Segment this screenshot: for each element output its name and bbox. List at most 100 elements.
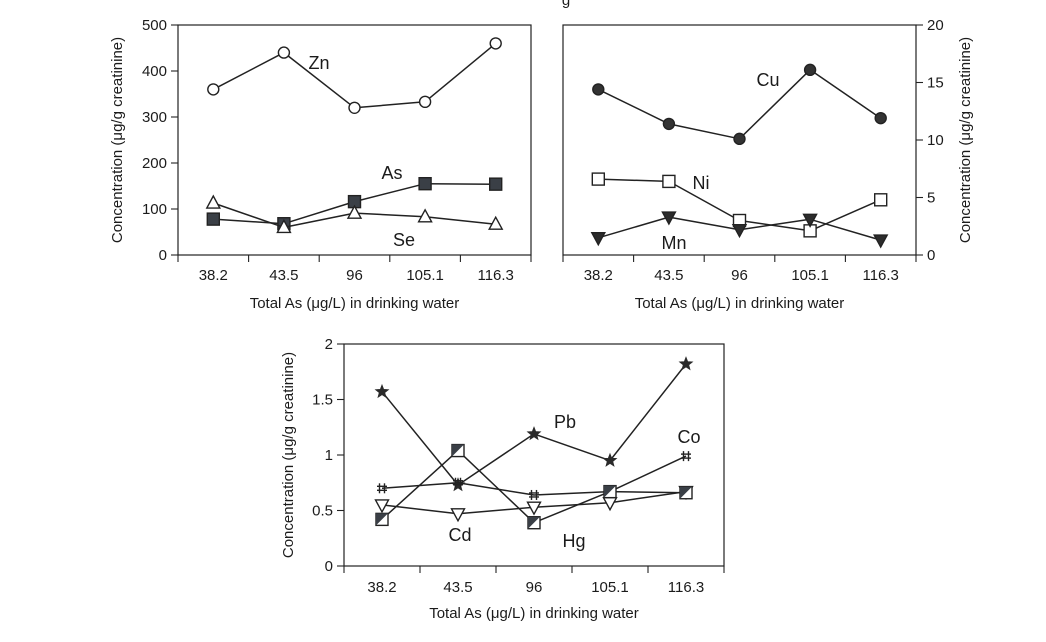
series-co: Co	[377, 427, 701, 500]
series-pb-point	[374, 383, 390, 399]
y-tick-label: 0	[927, 247, 935, 264]
x-tick-label: 116.3	[862, 267, 898, 284]
series-hg-point	[375, 512, 389, 527]
series-cu-point	[874, 111, 887, 125]
y-tick-label: 20	[927, 17, 944, 34]
series-ni-point	[874, 193, 888, 207]
x-tick-label: 105.1	[791, 267, 829, 284]
y-tick-label: 0	[159, 247, 167, 264]
x-tick-label: 43.5	[654, 267, 683, 284]
series-pb-point	[678, 356, 694, 371]
series-mn-label: Mn	[661, 233, 686, 253]
series-cu-line	[597, 69, 882, 140]
series-hg-point-fill	[376, 513, 388, 526]
series-zn: Zn	[207, 37, 502, 115]
y-tick-label: 5	[927, 190, 935, 207]
y-axis-title: Concentration (μg/g creatinine)	[957, 37, 974, 243]
y-tick-label: 300	[142, 109, 167, 126]
series-ni-point	[662, 174, 676, 189]
series-cd-point	[374, 499, 390, 514]
series-cd-point	[602, 497, 618, 512]
series-hg-point	[451, 443, 465, 458]
series-cd-label: Cd	[448, 525, 471, 545]
series-ni-point	[591, 172, 605, 186]
series-co-point	[529, 489, 539, 500]
plot-frame	[177, 24, 532, 256]
series-co-label: Co	[677, 427, 700, 447]
x-tick-label: 43.5	[443, 579, 472, 596]
series-hg-point-fill	[452, 444, 464, 457]
x-tick-label: 43.5	[269, 267, 298, 284]
series-se-point	[205, 194, 221, 209]
y-tick-label: 100	[142, 201, 167, 218]
series-mn: Mn	[590, 211, 889, 253]
series-hg-point-fill	[680, 486, 692, 499]
series-zn-point	[207, 83, 220, 96]
x-axis-title: Total As (μg/L) in drinking water	[635, 295, 845, 312]
series-pb-point	[602, 452, 618, 467]
series-cu-point	[803, 63, 817, 77]
series-hg-point	[603, 484, 617, 499]
series-co-point	[681, 451, 691, 462]
series-as-point	[489, 177, 503, 191]
series-co-point	[453, 477, 463, 488]
series-pb-label: Pb	[554, 412, 576, 432]
x-tick-label: 38.2	[367, 579, 396, 596]
series-cu-point	[592, 83, 605, 96]
series-hg: Hg	[375, 443, 693, 551]
x-tick-label: 105.1	[591, 579, 629, 596]
x-axis-title: Total As (μg/L) in drinking water	[429, 605, 639, 622]
chart-panel-top-right: 0 5 10 15 20 38.2 43.5 96 105.1 116.3 Total As (μg…	[562, 17, 974, 312]
series-as-point	[418, 176, 432, 191]
series-cu-label: Cu	[756, 70, 779, 90]
series-hg-point	[679, 486, 693, 500]
y-tick-label: 15	[927, 75, 944, 92]
x-tick-label: 116.3	[668, 579, 704, 596]
series-as-point	[206, 212, 221, 226]
series-hg-label: Hg	[562, 531, 585, 551]
series-cd-point	[450, 508, 466, 523]
series-co-line	[381, 455, 687, 496]
x-tick-label: 96	[731, 267, 748, 284]
x-tick-label: 96	[526, 579, 543, 596]
series-se: Se	[205, 194, 504, 250]
y-tick-label: 200	[142, 155, 167, 172]
x-tick-label: 38.2	[584, 267, 613, 284]
series-cu-point	[662, 117, 676, 131]
series-cu: Cu	[592, 63, 887, 146]
series-ni-label: Ni	[693, 173, 710, 193]
series-se-point	[346, 204, 363, 219]
series-hg-point-fill	[604, 485, 616, 498]
series-mn-point	[590, 232, 606, 247]
series-co-point	[377, 483, 387, 494]
x-tick-label: 116.3	[477, 267, 513, 284]
series-zn-point	[418, 95, 432, 109]
series-zn-label: Zn	[308, 53, 329, 73]
y-tick-label: 2	[325, 336, 333, 353]
series-zn-line	[212, 42, 497, 109]
series-hg-point-fill	[528, 516, 540, 529]
y-tick-label: 0	[325, 558, 333, 575]
series-mn-point	[731, 223, 748, 239]
series-mn-point	[661, 211, 677, 226]
x-tick-label: 38.2	[199, 267, 228, 284]
series-se-point	[417, 208, 433, 223]
x-axis-title: Total As (μg/L) in drinking water	[250, 295, 460, 312]
series-pb: Pb	[374, 356, 694, 492]
series-zn-point	[348, 101, 361, 115]
y-tick-label: 10	[927, 132, 944, 149]
series-zn-point	[277, 46, 291, 59]
x-tick-label: 96	[346, 267, 363, 284]
series-se-point	[488, 215, 504, 230]
chart-panel-bottom: 0 0.5 1 1.5 2 38.2 43.5 96 105.1 116.3 Total As (μ…	[280, 336, 725, 622]
series-pb-point	[526, 426, 542, 441]
y-tick-label: 0.5	[312, 503, 333, 520]
series-zn-point	[489, 37, 502, 50]
series-mn-point	[802, 213, 818, 228]
y-tick-label: 1	[325, 447, 333, 464]
series-as-label: As	[381, 163, 402, 183]
y-axis-title: Concentration (μg/g creatinine)	[280, 352, 297, 558]
series-cd-point	[526, 501, 542, 516]
series-mn-point	[873, 234, 889, 249]
